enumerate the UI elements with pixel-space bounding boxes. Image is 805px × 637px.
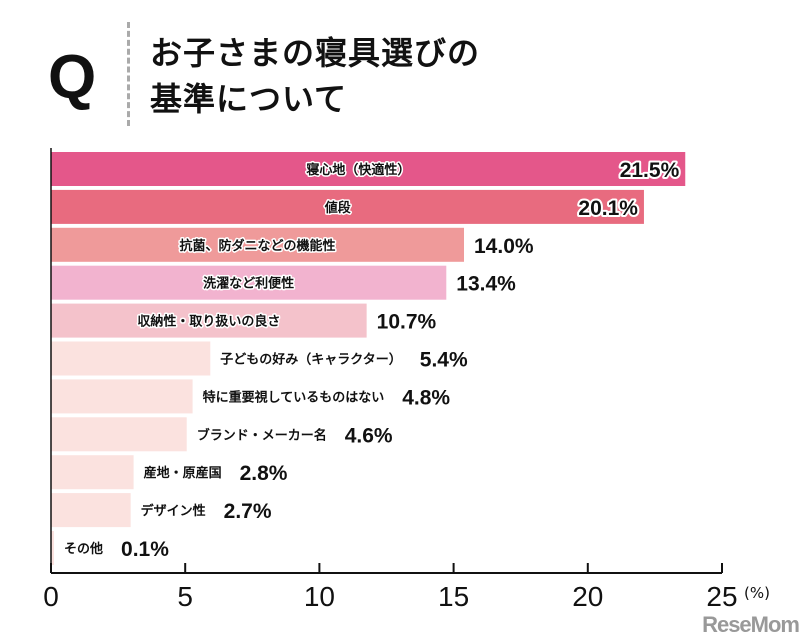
bar (51, 379, 193, 414)
bar (51, 493, 131, 528)
bar (51, 227, 464, 262)
value-label: 4.8% (402, 386, 450, 409)
bar (51, 417, 187, 452)
category-label: ブランド・メーカー名 (197, 427, 327, 443)
value-label: 21.5% (620, 159, 680, 182)
x-tick-label: 0 (43, 581, 59, 612)
bar (51, 265, 447, 300)
category-label: その他 (64, 541, 103, 557)
bar (51, 531, 54, 565)
page-title: お子さまの寝具選びの 基準について (150, 30, 480, 122)
x-axis-unit: (%) (744, 584, 770, 602)
title-line-2: 基準について (150, 80, 348, 118)
category-label: デザイン性 (141, 503, 206, 519)
x-tick-label: 15 (438, 581, 469, 612)
bar (51, 455, 134, 490)
x-tick-label: 25 (706, 581, 737, 612)
title-line-1: お子さまの寝具選びの (150, 34, 481, 72)
x-tick-label: 20 (572, 581, 603, 612)
bar (51, 341, 211, 376)
value-label: 0.1% (121, 538, 169, 561)
category-label: 値段 (324, 200, 351, 216)
category-label: 洗濯など利便性 (203, 276, 294, 292)
value-label: 13.4% (456, 273, 516, 296)
category-label: 収納性・取り扱いの良さ (137, 314, 280, 330)
value-label: 2.7% (224, 500, 272, 523)
bar (51, 189, 644, 224)
q-mark: Q (48, 43, 97, 112)
x-tick-label: 5 (177, 581, 193, 612)
value-label: 10.7% (377, 311, 437, 334)
resemom-logo: ReseMom (702, 612, 800, 637)
category-label: 特に重要視しているものはない (203, 389, 385, 405)
category-label: 子どもの好み（キャラクター） (220, 352, 401, 368)
bar (51, 152, 686, 186)
category-label: 産地・原産国 (144, 465, 222, 481)
value-label: 2.8% (240, 462, 288, 485)
value-label: 5.4% (420, 349, 468, 372)
divider (127, 22, 130, 126)
value-label: 14.0% (474, 235, 534, 258)
category-label: 抗菌、防ダニなどの機能性 (179, 238, 335, 254)
category-label: 寝心地（快適性） (306, 162, 410, 178)
value-label: 20.1% (578, 197, 638, 220)
bar (51, 303, 367, 338)
value-label: 4.6% (345, 424, 393, 447)
x-tick-label: 10 (304, 581, 335, 612)
